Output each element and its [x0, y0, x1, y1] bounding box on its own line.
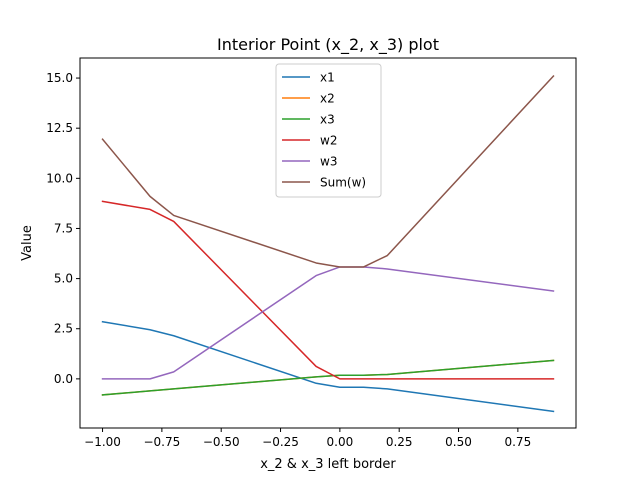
x-tick-label: 0.25 — [386, 435, 413, 449]
series-line-3 — [101, 200, 555, 380]
x-tick-label: 0.00 — [327, 435, 354, 449]
x-tick-label: −0.75 — [143, 435, 180, 449]
y-axis-label: Value — [20, 225, 35, 261]
x-tick-label: −0.25 — [262, 435, 299, 449]
legend-label-2: x3 — [320, 113, 335, 127]
legend-label-3: w2 — [320, 134, 337, 148]
x-axis-label: x_2 & x_3 left border — [260, 457, 396, 472]
y-tick-label: 10.0 — [46, 171, 73, 185]
series-line-4 — [101, 266, 555, 380]
legend-label-5: Sum(w) — [320, 176, 366, 190]
plot-frame — [79, 57, 577, 429]
y-tick-label: 2.5 — [54, 322, 73, 336]
plot-lines — [101, 74, 555, 413]
x-tick-label: −0.50 — [203, 435, 240, 449]
x-tick-label: −1.00 — [84, 435, 121, 449]
x-tick-label: 0.75 — [504, 435, 531, 449]
series-line-0 — [101, 320, 555, 413]
x-axis: −1.00 −0.75 −0.50 −0.25 0.00 0.25 0.50 0.75 — [84, 428, 531, 449]
legend-label-4: w3 — [320, 155, 337, 169]
y-tick-label: 12.5 — [46, 121, 73, 135]
legend-label-1: x2 — [320, 92, 335, 106]
x-tick-label: 0.50 — [445, 435, 472, 449]
legend: x1 x2 x3 w2 w3 Sum(w) — [275, 63, 382, 198]
y-tick-label: 15.0 — [46, 71, 73, 85]
y-tick-label: 5.0 — [54, 272, 73, 286]
series-line-5 — [101, 74, 555, 268]
series-line-2 — [101, 359, 555, 396]
y-tick-label: 7.5 — [54, 221, 73, 235]
legend-entries: x1 x2 x3 w2 w3 Sum(w) — [282, 71, 366, 190]
chart-title: Interior Point (x_2, x_3) plot — [217, 35, 439, 55]
y-axis: 0.0 2.5 5.0 7.5 10.0 12.5 15.0 — [46, 71, 80, 386]
y-tick-label: 0.0 — [54, 372, 73, 386]
legend-label-0: x1 — [320, 71, 335, 85]
